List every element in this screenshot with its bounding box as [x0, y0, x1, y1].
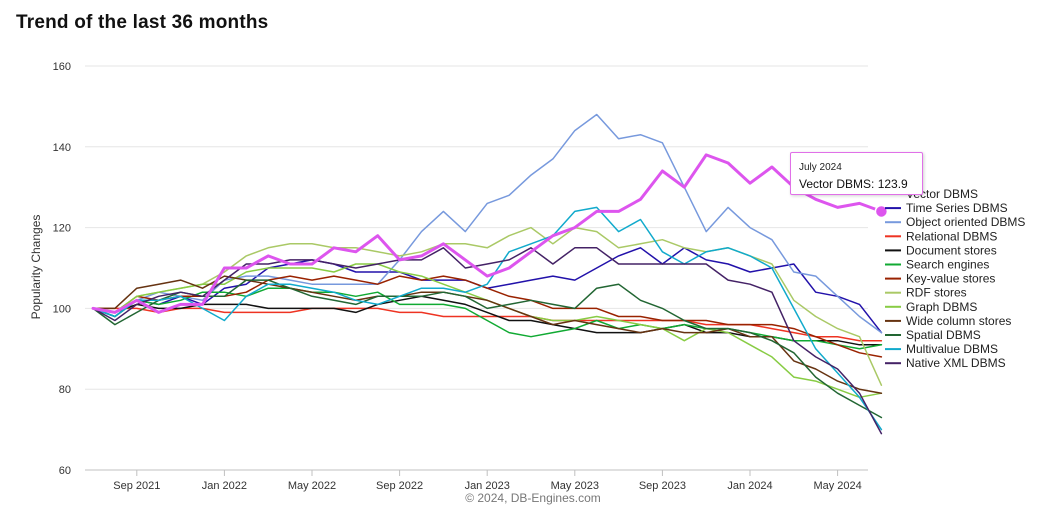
legend-item-spatial-dbms[interactable]: Spatial DBMS [906, 328, 981, 342]
legend-item-vector-dbms[interactable]: Vector DBMS [906, 187, 978, 201]
legend-item-wide-column-stores[interactable]: Wide column stores [906, 314, 1011, 328]
x-tick-label: Jan 2024 [727, 480, 772, 492]
y-tick-label: 60 [59, 465, 71, 477]
x-tick-label: Sep 2022 [376, 480, 423, 492]
y-tick-label: 120 [53, 223, 71, 235]
legend-item-relational-dbms[interactable]: Relational DBMS [906, 229, 997, 243]
legend-item-multivalue-dbms[interactable]: Multivalue DBMS [906, 342, 998, 356]
tooltip-date: July 2024 [799, 162, 842, 173]
x-tick-label: May 2024 [813, 480, 861, 492]
legend-item-time-series-dbms[interactable]: Time Series DBMS [906, 201, 1008, 215]
series-line-native-xml-dbms[interactable] [92, 247, 883, 435]
y-axis-label: Popularity Changes [29, 215, 43, 320]
tooltip-value: Vector DBMS: 123.9 [799, 177, 908, 191]
legend-item-search-engines[interactable]: Search engines [906, 258, 989, 272]
y-tick-label: 100 [53, 303, 71, 315]
x-axis: Sep 2021 Jan 2022 May 2022 Sep 2022 Jan 2023… [85, 469, 868, 492]
legend-item-document-stores[interactable]: Document stores [906, 243, 997, 257]
legend-item-object-oriented-dbms[interactable]: Object oriented DBMS [906, 215, 1025, 229]
series-line-vector-dbms[interactable] [91, 153, 883, 314]
series-line-multivalue-dbms[interactable] [92, 206, 883, 431]
x-tick-label: Jan 2023 [465, 480, 510, 492]
tooltip: July 2024 Vector DBMS: 123.9 [790, 152, 923, 195]
hover-marker[interactable] [874, 204, 889, 219]
x-tick-label: May 2023 [551, 480, 599, 492]
series-line-rdf-stores[interactable] [92, 226, 883, 386]
legend-item-rdf-stores[interactable]: RDF stores [906, 286, 967, 300]
legend-item-graph-dbms[interactable]: Graph DBMS [906, 300, 977, 314]
series-lines [91, 113, 889, 435]
series-line-spatial-dbms[interactable] [92, 279, 883, 419]
legend-item-native-xml-dbms[interactable]: Native XML DBMS [906, 356, 1006, 370]
x-tick-label: Sep 2021 [113, 480, 160, 492]
x-tick-label: Jan 2022 [202, 480, 247, 492]
x-tick-label: May 2022 [288, 480, 336, 492]
y-axis: 60 80 100 120 140 160 [53, 61, 71, 477]
y-tick-label: 140 [53, 142, 71, 154]
y-tick-label: 80 [59, 384, 71, 396]
credit-text: © 2024, DB-Engines.com [465, 491, 601, 505]
legend-item-key-value-stores[interactable]: Key-value stores [906, 272, 995, 286]
x-tick-label: Sep 2023 [639, 480, 686, 492]
y-tick-label: 160 [53, 61, 71, 73]
series-line-wide-column-stores[interactable] [92, 275, 883, 394]
page-title: Trend of the last 36 months [16, 12, 269, 33]
